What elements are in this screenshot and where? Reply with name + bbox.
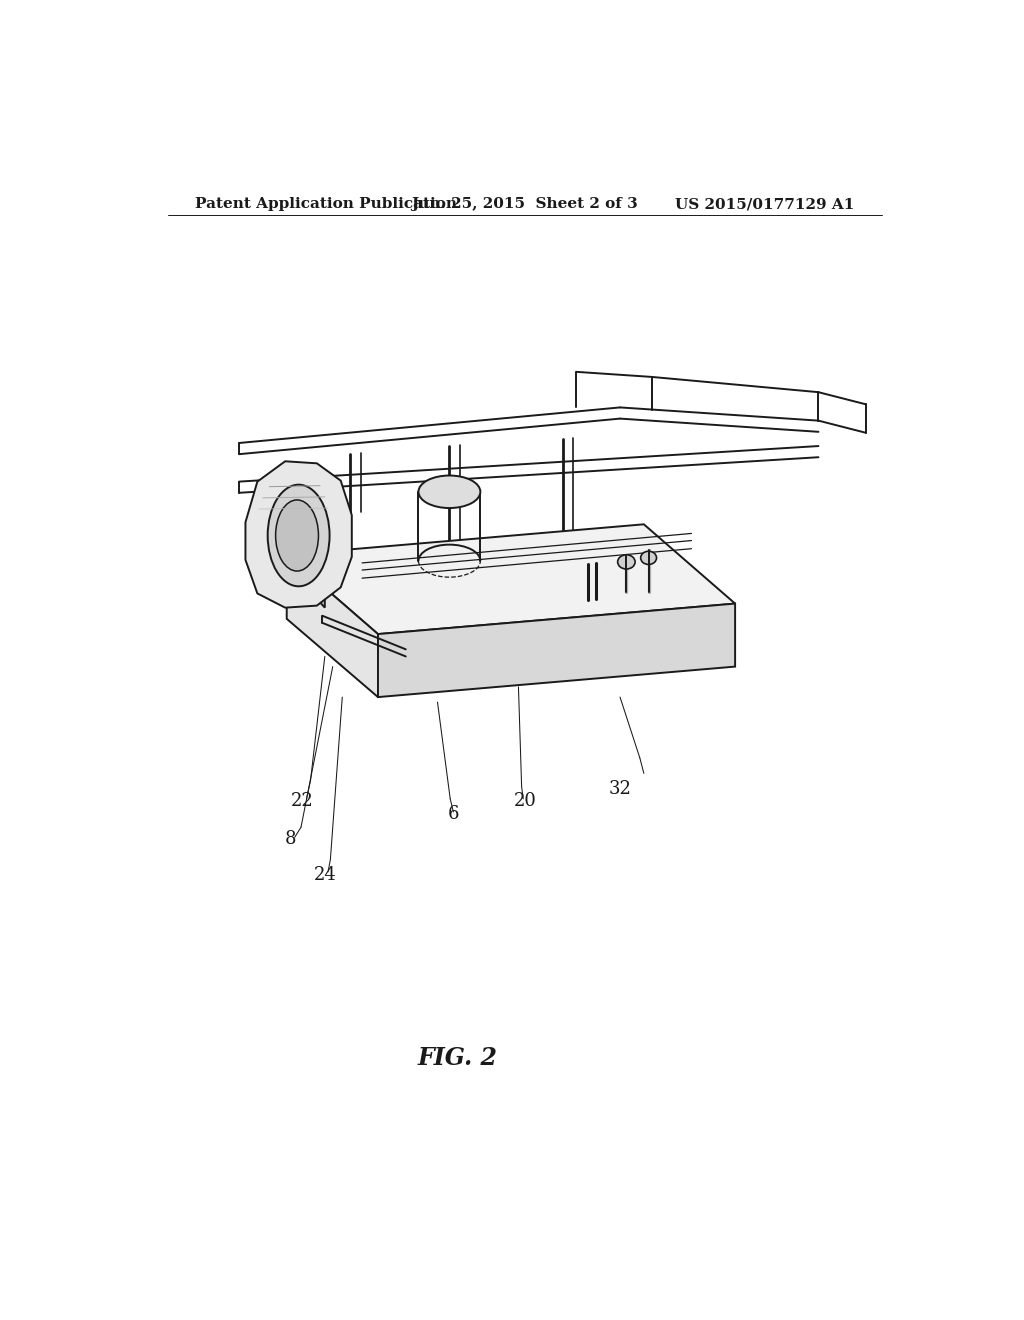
Text: 8: 8 bbox=[285, 830, 296, 849]
Polygon shape bbox=[378, 603, 735, 697]
Ellipse shape bbox=[275, 500, 318, 572]
Polygon shape bbox=[246, 461, 352, 607]
Ellipse shape bbox=[617, 554, 635, 569]
Text: 6: 6 bbox=[447, 805, 459, 822]
Polygon shape bbox=[287, 524, 735, 634]
Ellipse shape bbox=[267, 484, 330, 586]
Text: Patent Application Publication: Patent Application Publication bbox=[196, 197, 458, 211]
Text: 20: 20 bbox=[513, 792, 537, 809]
Polygon shape bbox=[313, 568, 325, 607]
Text: 24: 24 bbox=[313, 866, 336, 884]
Polygon shape bbox=[287, 554, 378, 697]
Ellipse shape bbox=[641, 552, 656, 565]
Text: US 2015/0177129 A1: US 2015/0177129 A1 bbox=[675, 197, 854, 211]
Text: 32: 32 bbox=[608, 780, 632, 797]
Text: Jun. 25, 2015  Sheet 2 of 3: Jun. 25, 2015 Sheet 2 of 3 bbox=[412, 197, 638, 211]
Text: FIG. 2: FIG. 2 bbox=[418, 1045, 498, 1071]
Ellipse shape bbox=[419, 475, 480, 508]
Text: 22: 22 bbox=[291, 792, 314, 809]
